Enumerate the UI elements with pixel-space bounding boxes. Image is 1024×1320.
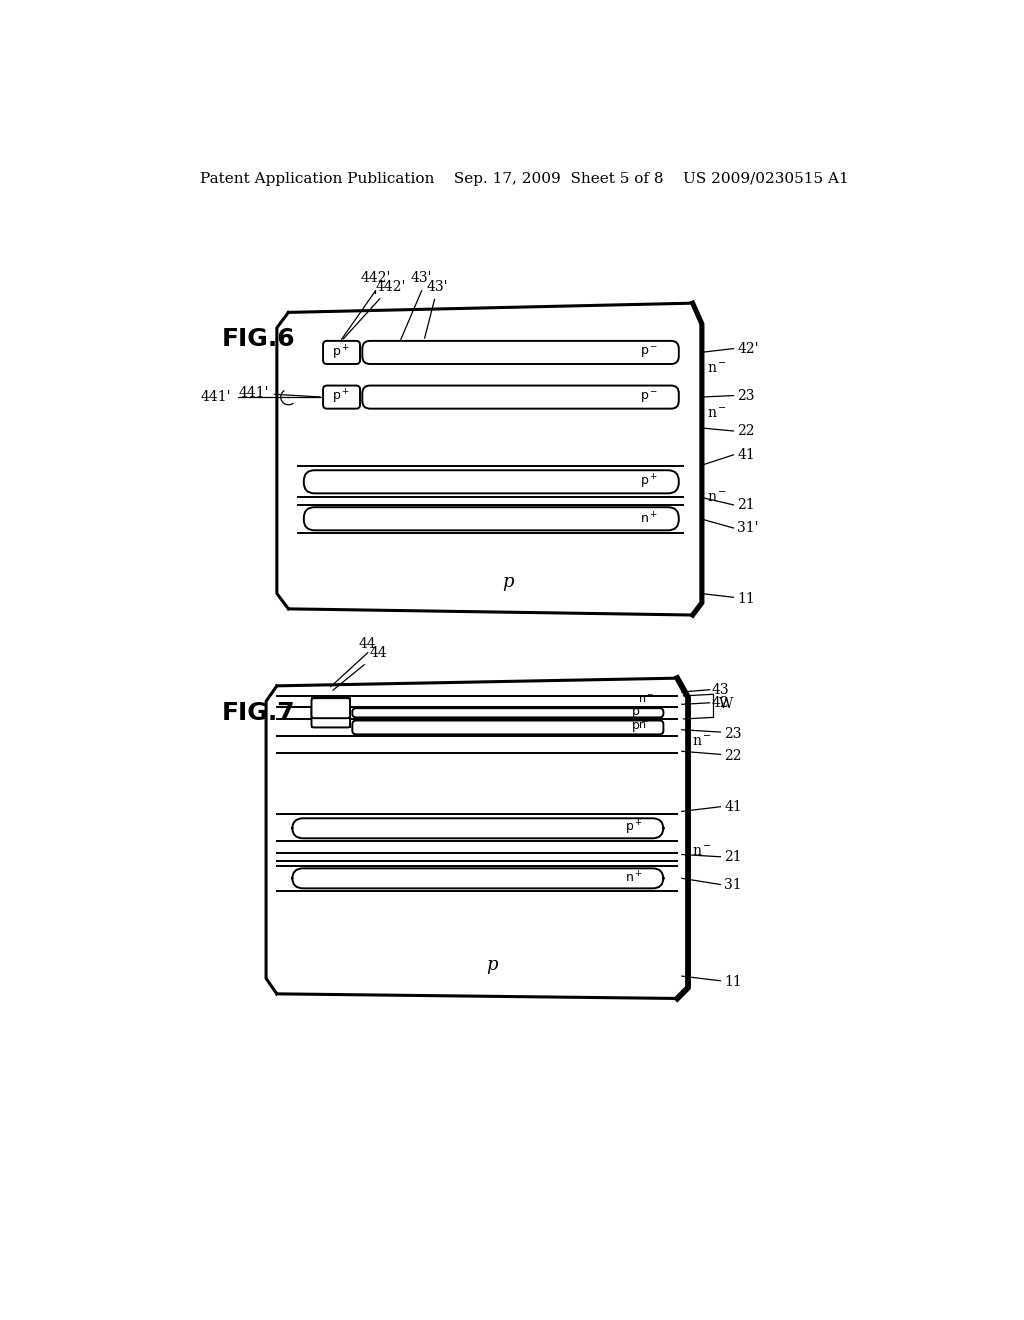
Text: 23: 23 (737, 388, 755, 403)
Text: p$^+$: p$^+$ (323, 700, 339, 717)
Text: 43': 43' (411, 272, 432, 285)
Text: W: W (719, 697, 733, 711)
Text: p: p (486, 957, 499, 974)
Text: 441': 441' (239, 387, 321, 400)
Text: n$^-$: n$^-$ (692, 735, 712, 748)
Bar (311, 698, 350, 727)
FancyBboxPatch shape (292, 869, 664, 888)
Text: 21: 21 (724, 850, 741, 863)
Text: p$^+$: p$^+$ (640, 473, 658, 491)
Text: n$^-$: n$^-$ (707, 362, 727, 376)
Text: 41: 41 (724, 800, 742, 813)
Text: FIG.7: FIG.7 (221, 701, 295, 725)
Text: 42': 42' (737, 342, 759, 355)
FancyBboxPatch shape (362, 385, 679, 409)
Text: 442': 442' (343, 280, 406, 339)
Text: 31: 31 (724, 878, 741, 891)
Text: n$^-$: n$^-$ (692, 845, 712, 858)
FancyBboxPatch shape (304, 470, 679, 494)
Text: 22: 22 (737, 424, 755, 438)
Text: n$^-$: n$^-$ (707, 490, 727, 504)
Text: 31': 31' (737, 521, 759, 535)
Text: n$^-$: n$^-$ (707, 407, 727, 421)
FancyBboxPatch shape (362, 341, 679, 364)
Text: p$^-$: p$^-$ (640, 389, 658, 405)
FancyBboxPatch shape (304, 507, 679, 531)
Text: 23: 23 (724, 726, 741, 741)
Text: 41: 41 (737, 447, 755, 462)
Text: 44: 44 (358, 638, 377, 651)
Text: 42: 42 (711, 696, 729, 710)
FancyBboxPatch shape (292, 818, 664, 838)
Text: p$^-$: p$^-$ (640, 345, 658, 360)
Text: 43: 43 (711, 682, 729, 697)
Text: n$^+$: n$^+$ (640, 511, 658, 527)
Text: 11: 11 (737, 591, 755, 606)
Text: p$^+$: p$^+$ (625, 820, 643, 837)
FancyBboxPatch shape (352, 708, 664, 718)
Text: p$^-$: p$^-$ (631, 719, 649, 735)
Text: 441': 441' (200, 391, 230, 404)
Text: FIG.6: FIG.6 (221, 327, 295, 351)
Text: n$^+$: n$^+$ (625, 871, 643, 886)
Text: 43': 43' (425, 280, 449, 338)
Text: p$^+$: p$^+$ (333, 388, 350, 407)
Text: p$^+$: p$^+$ (333, 343, 350, 362)
FancyBboxPatch shape (311, 708, 350, 727)
Text: 442': 442' (360, 272, 390, 285)
Text: p$^-$: p$^-$ (631, 705, 649, 721)
Text: p$^+$: p$^+$ (323, 709, 339, 726)
FancyBboxPatch shape (352, 721, 664, 734)
Text: n$^-$: n$^-$ (638, 721, 654, 731)
FancyBboxPatch shape (323, 341, 360, 364)
Text: 11: 11 (724, 975, 742, 989)
Text: 44: 44 (333, 647, 387, 690)
Text: 22: 22 (724, 748, 741, 763)
FancyBboxPatch shape (323, 385, 360, 409)
FancyBboxPatch shape (311, 698, 350, 718)
Text: 21: 21 (737, 498, 755, 512)
Text: n$^-$: n$^-$ (638, 694, 654, 705)
Text: Patent Application Publication    Sep. 17, 2009  Sheet 5 of 8    US 2009/0230515: Patent Application Publication Sep. 17, … (201, 172, 849, 186)
Text: p: p (502, 573, 514, 591)
